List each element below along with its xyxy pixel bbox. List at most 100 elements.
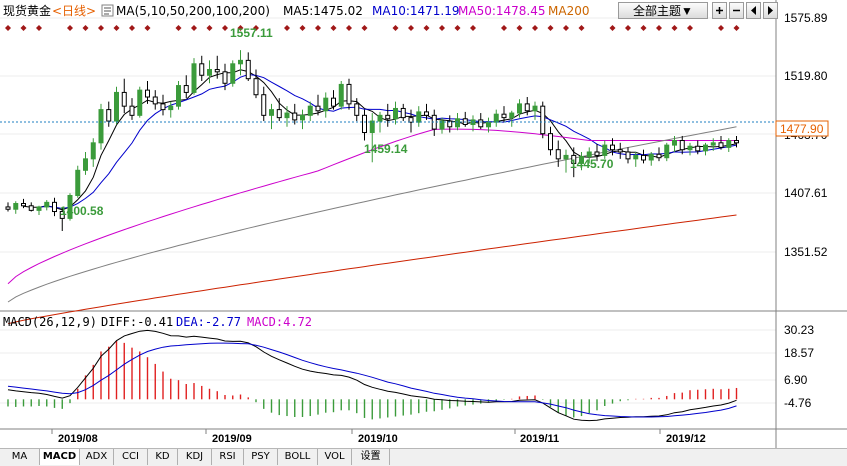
candle[interactable] (703, 142, 708, 156)
candle[interactable] (408, 109, 414, 133)
ma-settings-icon[interactable] (101, 4, 114, 17)
candle[interactable] (571, 147, 577, 178)
candle[interactable] (199, 55, 205, 81)
candle[interactable] (315, 94, 321, 116)
candle[interactable] (52, 197, 57, 217)
candle[interactable] (718, 135, 724, 150)
candle[interactable] (431, 109, 437, 136)
candle[interactable] (168, 101, 174, 118)
tab-ma[interactable]: MA (0, 449, 40, 465)
candle[interactable] (13, 201, 19, 214)
tab-adx[interactable]: ADX (80, 449, 114, 465)
candle[interactable] (292, 103, 298, 125)
candle[interactable] (695, 140, 701, 155)
candle[interactable] (594, 143, 600, 162)
candle[interactable] (183, 75, 189, 99)
candle[interactable] (424, 103, 429, 120)
candle[interactable] (648, 151, 654, 166)
candle[interactable] (555, 140, 561, 167)
candle[interactable] (579, 151, 584, 171)
candle[interactable] (230, 60, 236, 87)
candle[interactable] (656, 147, 662, 162)
candle[interactable] (400, 103, 406, 122)
candle[interactable] (385, 103, 391, 127)
candle[interactable] (524, 97, 530, 116)
candle[interactable] (137, 86, 143, 118)
tab-vol[interactable]: VOL (318, 449, 352, 465)
candle[interactable] (129, 98, 135, 120)
tab-kdj[interactable]: KDJ (178, 449, 212, 465)
candle[interactable] (114, 86, 119, 125)
candle[interactable] (44, 200, 50, 211)
candle[interactable] (160, 94, 166, 116)
candle[interactable] (687, 142, 693, 156)
candle[interactable] (36, 205, 42, 215)
candle[interactable] (540, 101, 546, 139)
tab-kd[interactable]: KD (148, 449, 178, 465)
candle[interactable] (354, 98, 360, 122)
candle[interactable] (145, 80, 150, 104)
candle[interactable] (672, 135, 677, 152)
candle[interactable] (362, 109, 367, 141)
candle[interactable] (517, 99, 522, 118)
candle[interactable] (493, 109, 499, 127)
candle[interactable] (67, 193, 73, 221)
candle[interactable] (462, 111, 468, 127)
candle[interactable] (28, 202, 34, 212)
candle[interactable] (439, 117, 445, 134)
candle[interactable] (276, 98, 282, 122)
candle[interactable] (83, 151, 88, 175)
candle[interactable] (284, 106, 290, 127)
candle[interactable] (98, 103, 104, 150)
candle[interactable] (346, 78, 352, 110)
candle[interactable] (253, 69, 259, 99)
candle[interactable] (307, 101, 313, 122)
candle[interactable] (106, 101, 112, 127)
candle[interactable] (633, 151, 639, 167)
tab-macd[interactable]: MACD (40, 449, 80, 465)
candle[interactable] (191, 58, 197, 95)
tab-rsi[interactable]: RSI (212, 449, 244, 465)
candle[interactable] (261, 86, 267, 122)
candle[interactable] (509, 110, 515, 127)
candle[interactable] (641, 149, 646, 164)
candle[interactable] (338, 80, 344, 110)
candle[interactable] (5, 202, 11, 212)
scroll-left-icon[interactable] (746, 2, 761, 19)
candle[interactable] (447, 115, 453, 133)
candle[interactable] (563, 149, 569, 173)
candle[interactable] (300, 109, 305, 130)
tab-settings[interactable]: 设置 (352, 449, 390, 465)
candle[interactable] (269, 103, 274, 130)
candle[interactable] (207, 60, 212, 84)
candle[interactable] (323, 92, 329, 118)
candle[interactable] (416, 106, 422, 127)
candle[interactable] (586, 147, 592, 164)
candle[interactable] (548, 126, 553, 156)
candle[interactable] (532, 101, 538, 120)
candle[interactable] (21, 198, 26, 209)
tab-cci[interactable]: CCI (114, 449, 148, 465)
candlesticks[interactable] (5, 50, 739, 231)
scroll-right-icon[interactable] (763, 2, 778, 19)
candle[interactable] (152, 90, 158, 110)
candle[interactable] (501, 106, 507, 123)
candle[interactable] (176, 80, 181, 110)
candle[interactable] (393, 101, 398, 125)
candle[interactable] (617, 142, 623, 159)
candle[interactable] (664, 142, 670, 162)
candle[interactable] (75, 165, 81, 198)
candle[interactable] (710, 138, 716, 151)
candle[interactable] (59, 206, 65, 231)
candle[interactable] (214, 55, 220, 79)
candle[interactable] (726, 138, 732, 152)
candle[interactable] (610, 138, 615, 156)
candle[interactable] (331, 90, 336, 110)
candle[interactable] (734, 135, 739, 148)
tab-psy[interactable]: PSY (244, 449, 278, 465)
candle[interactable] (222, 63, 228, 91)
zoom-in-icon[interactable] (712, 2, 727, 19)
candle[interactable] (625, 147, 631, 164)
candle[interactable] (245, 52, 251, 81)
